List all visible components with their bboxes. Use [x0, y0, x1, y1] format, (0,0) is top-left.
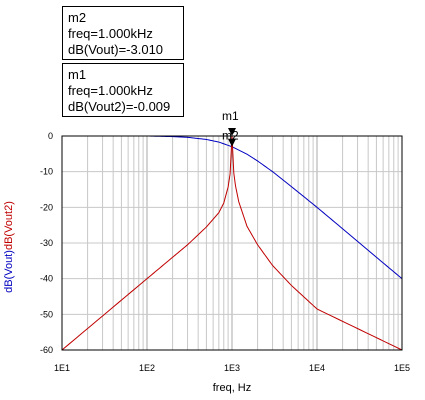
y-tick-label: -30: [40, 238, 53, 248]
tick-labels: 1E1 1E2 1E3 1E4 1E5 0 -10 -20 -30 -40 -50 -60: [40, 131, 410, 373]
marker-readout-m1: m1 freq=1.000kHz dB(Vout2)=-0.009: [62, 63, 184, 117]
marker-m2-triangle: [228, 138, 236, 147]
y-tick-label: 0: [48, 131, 53, 141]
y-tick-label: -60: [40, 345, 53, 355]
y-axis-title-vout: dB(Vout): [3, 250, 15, 293]
x-tick-label: 1E3: [224, 363, 240, 373]
marker-readout-value: dB(Vout)=-3.010: [68, 42, 164, 57]
marker-readout-name: m1: [68, 67, 87, 82]
x-tick-label: 1E1: [54, 363, 70, 373]
marker-readout-name: m2: [68, 10, 87, 25]
y-tick-label: -50: [40, 309, 53, 319]
marker-readout-freq: freq=1.000kHz: [68, 26, 153, 41]
marker-readout-freq: freq=1.000kHz: [68, 83, 153, 98]
x-axis-title: freq, Hz: [213, 382, 252, 394]
marker-readout-m2: m2 freq=1.000kHz dB(Vout)=-3.010: [62, 6, 184, 60]
y-tick-label: -10: [40, 167, 53, 177]
y-axis-title-vout2: dB(Vout2): [3, 201, 15, 250]
marker-m1-triangle: [228, 128, 236, 137]
marker-m2-label: m2: [222, 129, 239, 143]
series-line-db-vout: [62, 135, 403, 280]
y-axis-title: dB(Vout)dB(Vout2): [3, 201, 15, 293]
marker-m1-label: m1: [222, 109, 239, 123]
y-tick-label: -20: [40, 202, 53, 212]
marker-readout-value: dB(Vout2)=-0.009: [68, 99, 171, 114]
x-tick-label: 1E5: [394, 363, 410, 373]
y-tick-label: -40: [40, 274, 53, 284]
grid: [62, 136, 402, 350]
x-tick-label: 1E4: [309, 363, 325, 373]
x-tick-label: 1E2: [139, 363, 155, 373]
